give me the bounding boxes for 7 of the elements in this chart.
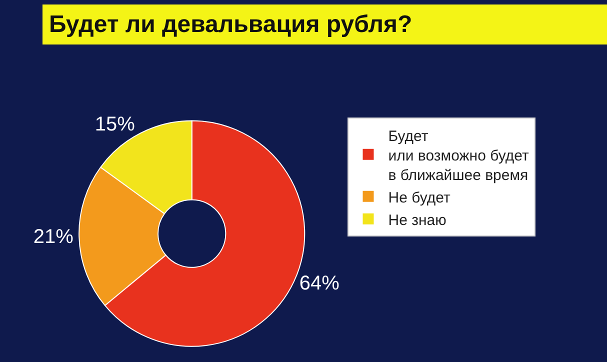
data-label: 64%: [299, 272, 340, 295]
legend-label: Будет или возможно будет в ближайшее время: [388, 128, 529, 184]
data-label: 15%: [94, 113, 136, 136]
legend-label: Не будет: [388, 189, 450, 206]
chart-title: Будет ли девальвация рубля?: [49, 11, 412, 38]
data-label: 21%: [33, 226, 74, 248]
legend-label: Не знаю: [388, 212, 446, 229]
